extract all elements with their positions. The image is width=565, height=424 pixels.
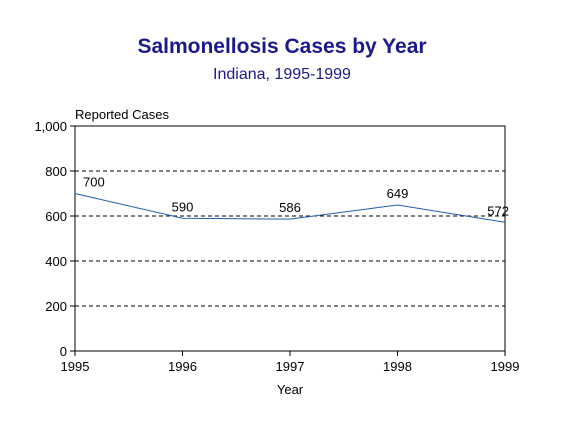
y-tick-label: 200 — [45, 299, 67, 314]
x-axis-ticks: 1995 1996 1997 1998 1999 — [61, 351, 520, 374]
x-tick-label: 1999 — [491, 359, 520, 374]
data-label: 649 — [387, 186, 409, 201]
chart-title: Salmonellosis Cases by Year — [137, 35, 426, 58]
y-axis-label: Reported Cases — [75, 107, 169, 122]
y-tick-label: 600 — [45, 209, 67, 224]
y-tick-label: 800 — [45, 164, 67, 179]
x-tick-label: 1996 — [168, 359, 197, 374]
data-label: 572 — [487, 203, 509, 218]
y-axis-ticks: 0 200 400 600 800 1,000 — [34, 119, 75, 359]
series-line — [74, 193, 506, 223]
chart-subtitle: Indiana, 1995-1999 — [213, 66, 351, 83]
x-tick-label: 1995 — [61, 359, 90, 374]
data-labels: 700 590 586 649 572 — [83, 175, 509, 219]
data-label: 700 — [83, 175, 105, 190]
plot-area — [74, 125, 506, 352]
gridlines — [75, 170, 505, 307]
x-axis-label: Year — [277, 382, 304, 397]
data-label: 586 — [279, 200, 301, 215]
y-tick-label: 0 — [60, 344, 67, 359]
x-tick-label: 1998 — [383, 359, 412, 374]
y-tick-label: 1,000 — [34, 119, 67, 134]
data-label: 590 — [172, 199, 194, 214]
x-tick-label: 1997 — [276, 359, 305, 374]
y-tick-label: 400 — [45, 254, 67, 269]
